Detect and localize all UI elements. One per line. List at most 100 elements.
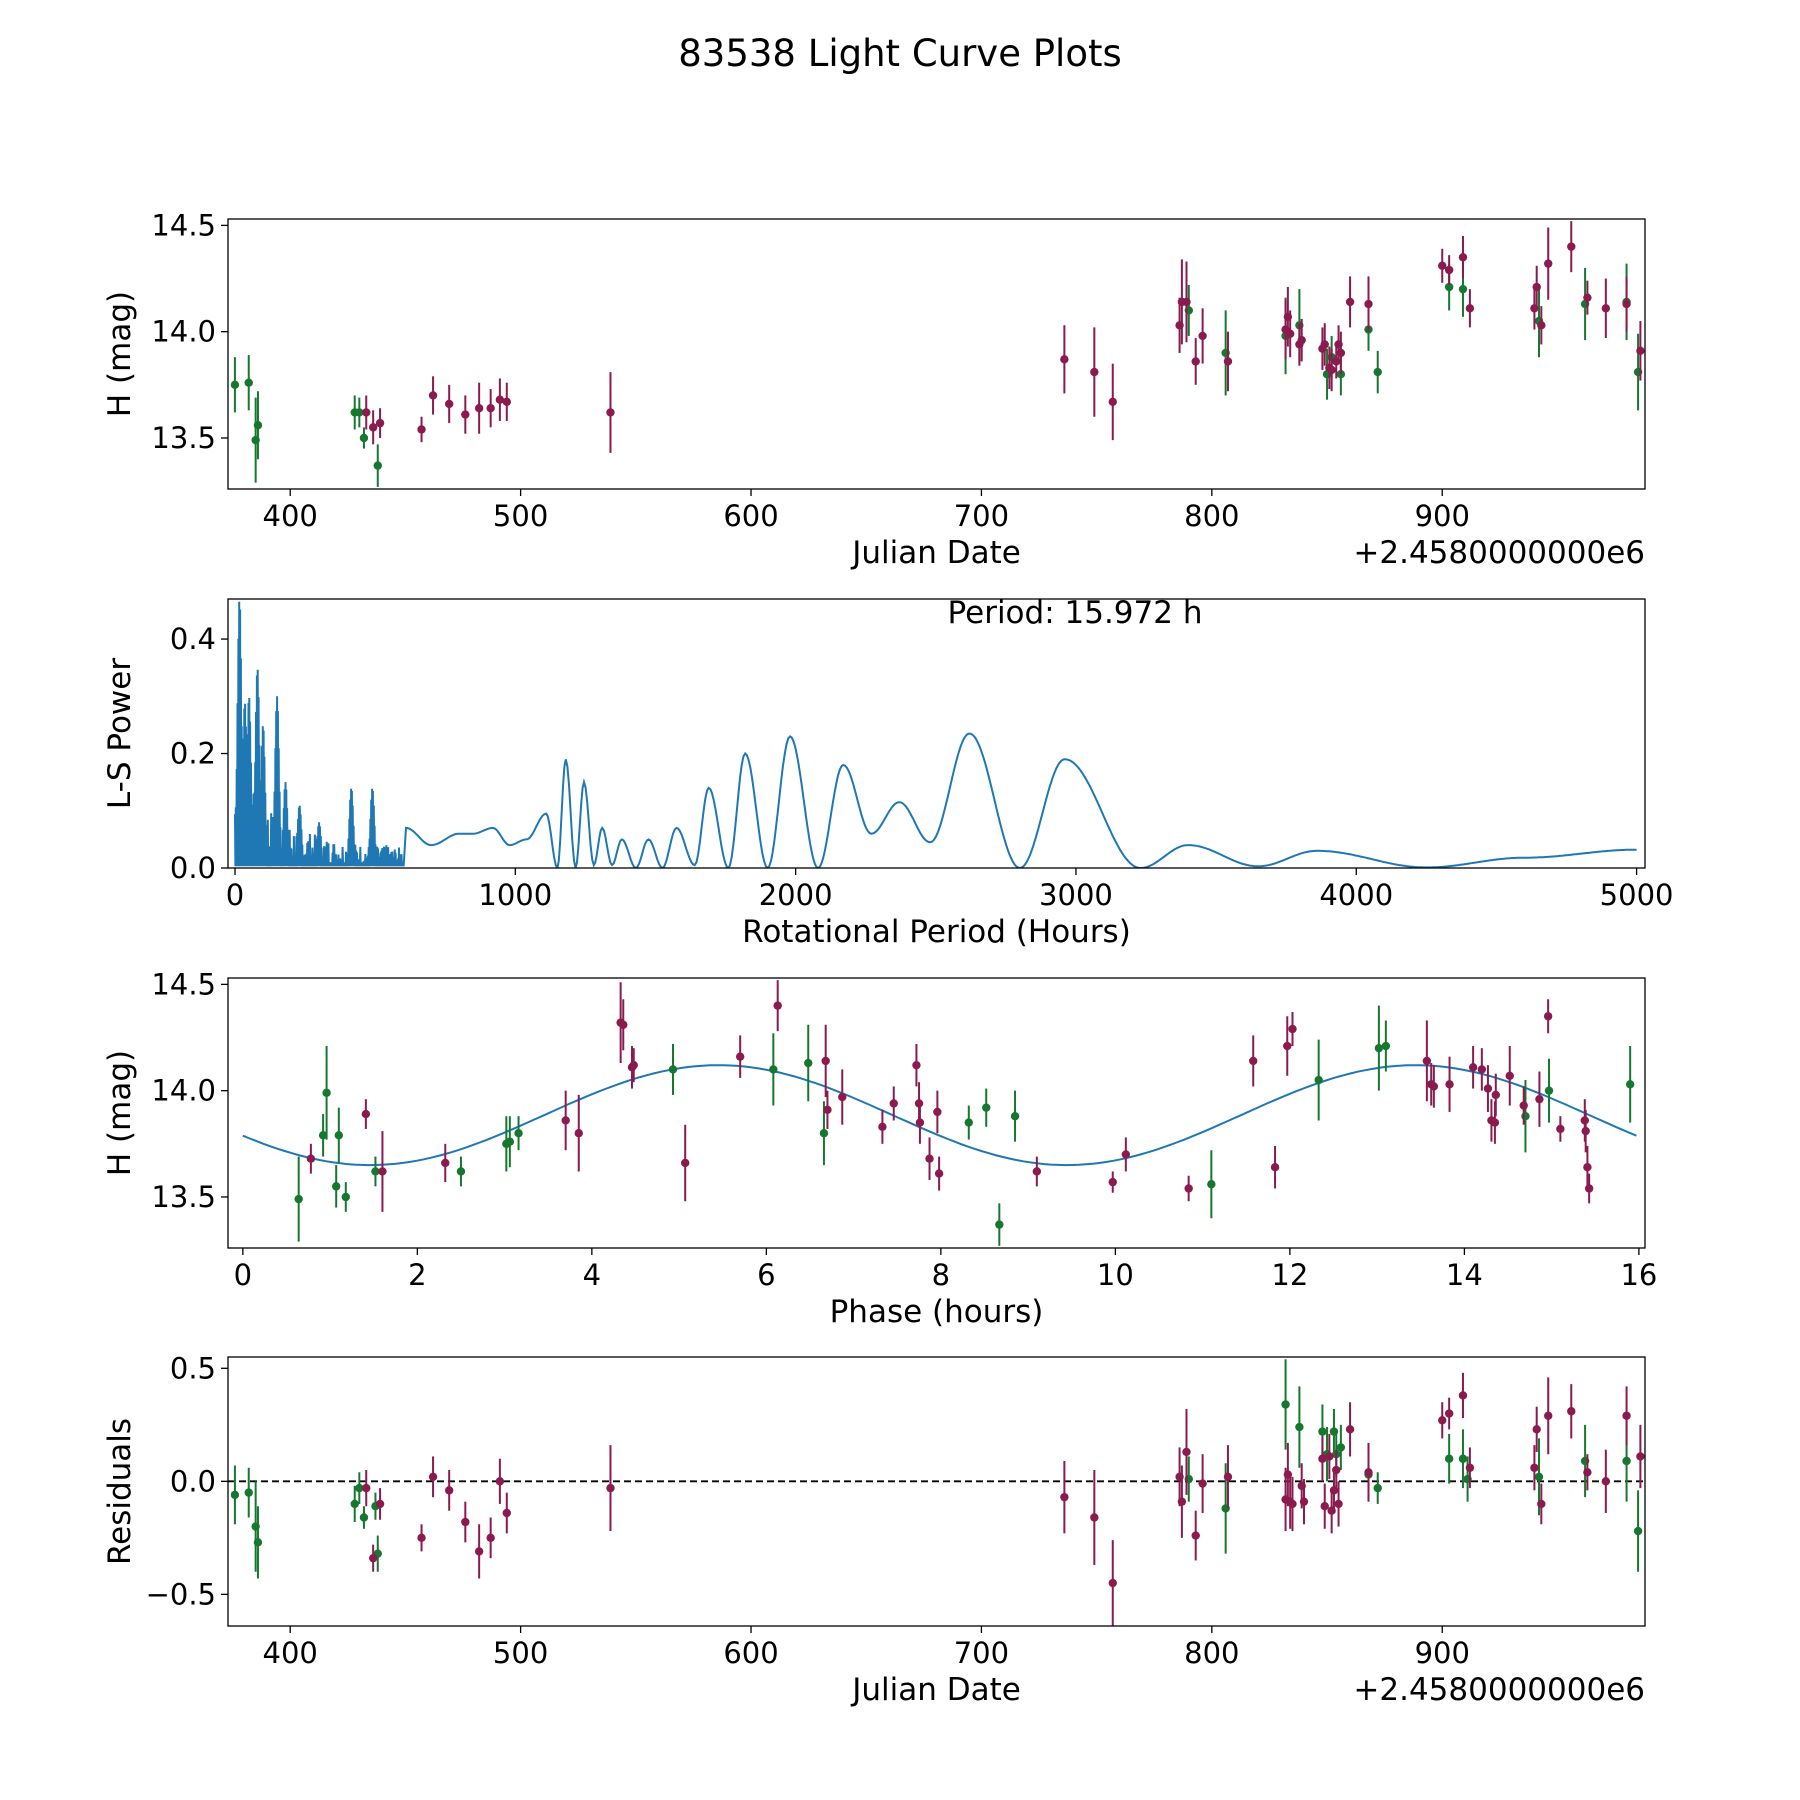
data-point	[355, 408, 364, 417]
x-tick-label: 4	[583, 1258, 601, 1292]
data-point	[1622, 1456, 1631, 1466]
data-point	[1249, 1056, 1258, 1066]
data-point	[1191, 1531, 1200, 1540]
data-point	[1636, 1452, 1645, 1461]
data-point	[629, 1060, 638, 1070]
data-point	[474, 1547, 484, 1556]
data-point	[253, 421, 263, 430]
data-point	[1532, 1425, 1541, 1434]
data-point	[334, 1131, 344, 1140]
data-point	[456, 1167, 466, 1176]
data-point	[933, 1107, 942, 1117]
data-point	[505, 1137, 515, 1146]
panel-phased-curve: 0 2 4 6 8 10 12 14 16 13.5 14.0 14.5 Phase (hours) H …	[102, 967, 1657, 1330]
y-axis-label: H (mag)	[102, 1050, 138, 1176]
y-tick-label: 14.0	[151, 315, 216, 349]
data-point	[915, 1118, 925, 1127]
data-point	[1060, 1492, 1069, 1502]
data-point	[244, 1488, 253, 1497]
data-point	[331, 1182, 341, 1191]
data-point	[1364, 299, 1373, 309]
data-point	[1288, 1499, 1297, 1509]
data-point	[1601, 1477, 1611, 1486]
series-red	[306, 980, 1594, 1212]
data-point	[1444, 1454, 1454, 1463]
x-tick-label: 500	[493, 499, 548, 533]
data-point	[1458, 1391, 1468, 1400]
x-tick-label: 16	[1620, 1258, 1657, 1292]
x-tick-label: 2000	[759, 878, 833, 912]
data-point	[1364, 1468, 1373, 1477]
plot-area	[242, 980, 1637, 1246]
x-tick-label: 12	[1271, 1258, 1308, 1292]
x-tick-label: 500	[493, 1636, 548, 1670]
series-red	[362, 221, 1645, 453]
data-point	[1636, 346, 1645, 356]
data-point	[428, 1472, 438, 1482]
data-point	[1381, 1041, 1391, 1051]
data-point	[244, 378, 253, 387]
data-point	[1458, 1454, 1468, 1463]
x-offset-label: +2.4580000000e6	[1353, 1672, 1645, 1708]
x-tick-label: 1000	[478, 878, 552, 912]
data-point	[925, 1154, 934, 1163]
data-point	[359, 1513, 369, 1522]
data-point	[1198, 331, 1207, 341]
data-point	[1182, 1447, 1191, 1457]
y-tick-label: −0.5	[146, 1577, 216, 1611]
data-point	[681, 1158, 690, 1168]
x-tick-label: 600	[723, 499, 778, 533]
data-point	[1505, 1071, 1514, 1080]
y-tick-label: 0.0	[170, 1464, 216, 1498]
data-point	[1108, 1177, 1117, 1187]
panel-periodogram: 0 1000 2000 3000 4000 5000 0.0 0.2 0.4 Rotational…	[102, 595, 1673, 950]
data-point	[889, 1099, 898, 1108]
x-offset-label: +2.4580000000e6	[1353, 535, 1645, 571]
data-point	[1622, 1411, 1631, 1420]
x-tick-label: 8	[932, 1258, 950, 1292]
data-point	[1544, 259, 1553, 268]
figure-title: 83538 Light Curve Plots	[678, 32, 1122, 75]
data-point	[912, 1060, 921, 1070]
data-point	[502, 397, 511, 407]
y-tick-label: 14.0	[151, 1074, 216, 1108]
model-fit-line	[242, 1064, 1637, 1167]
data-point	[668, 1065, 678, 1074]
data-point	[495, 395, 505, 404]
x-tick-label: 800	[1184, 499, 1239, 533]
x-tick-label: 400	[263, 499, 318, 533]
data-point	[1032, 1167, 1042, 1176]
data-point	[773, 1001, 782, 1010]
data-point	[735, 1052, 745, 1061]
x-tick-label: 700	[954, 1636, 1009, 1670]
x-axis-label: Julian Date	[850, 1672, 1021, 1708]
data-point	[1373, 367, 1382, 377]
series-green	[294, 1005, 1635, 1246]
x-tick-label: 4000	[1319, 878, 1393, 912]
data-point	[371, 1167, 380, 1176]
data-point	[1422, 1056, 1432, 1066]
data-point	[495, 1477, 505, 1486]
data-point	[318, 1131, 328, 1140]
series-green	[230, 1359, 1643, 1579]
data-point	[417, 425, 426, 434]
data-point	[1491, 1090, 1500, 1100]
data-point	[561, 1116, 570, 1125]
data-point	[1314, 1075, 1323, 1085]
data-point	[1444, 265, 1454, 275]
x-tick-label: 5000	[1600, 878, 1674, 912]
data-point	[1468, 1063, 1478, 1072]
plot-area	[228, 1359, 1645, 1626]
data-point	[574, 1128, 583, 1138]
data-point	[982, 1103, 991, 1112]
data-point	[1336, 1443, 1346, 1452]
data-point	[1223, 357, 1233, 366]
data-point	[368, 423, 378, 432]
series-green	[230, 261, 1643, 487]
data-point	[821, 1056, 830, 1066]
data-point	[619, 1020, 628, 1029]
data-point	[1373, 1483, 1382, 1493]
data-point	[359, 433, 369, 443]
x-tick-label: 0	[226, 878, 244, 912]
